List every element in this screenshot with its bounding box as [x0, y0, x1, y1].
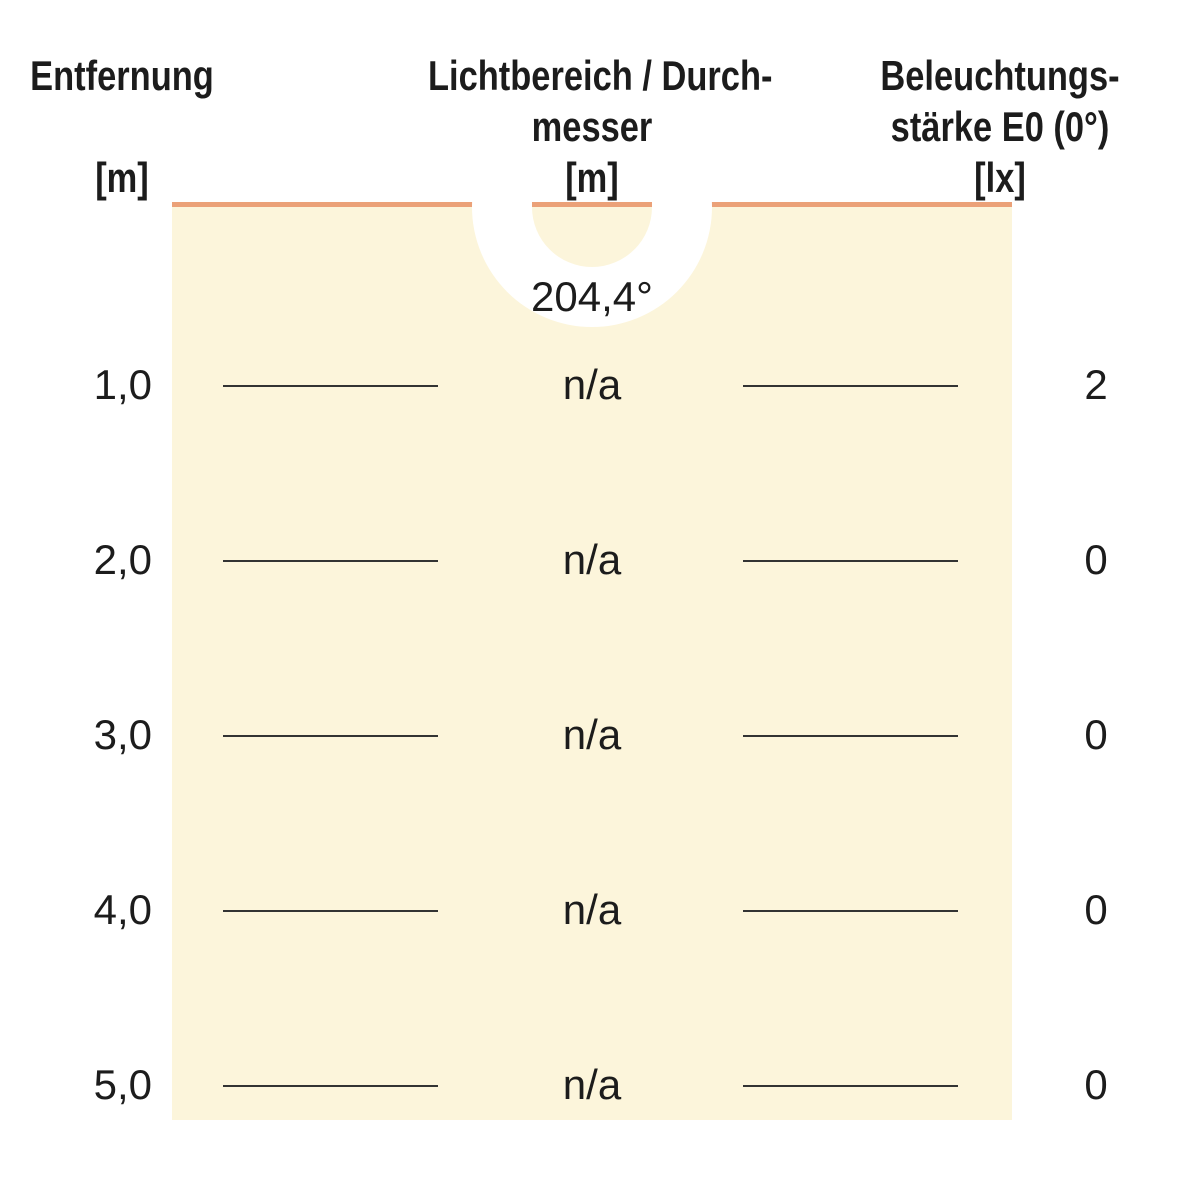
distance-value: 3,0	[93, 711, 152, 758]
diameter-rule-left	[223, 910, 438, 912]
header-illuminance-title-line2: stärke E0 (0°)	[890, 103, 1110, 150]
distance-value: 1,0	[93, 361, 152, 408]
illuminance-value: 2	[1084, 361, 1108, 408]
illuminated-area-panel	[172, 202, 1012, 1120]
illuminance-value: 0	[1084, 886, 1108, 933]
diameter-rule-right	[743, 385, 958, 387]
beam-source-border-segment	[532, 202, 652, 207]
beam-angle-graphic	[452, 202, 732, 342]
diameter-rule-right	[743, 910, 958, 912]
diameter-value: n/a	[562, 536, 622, 583]
beam-angle-label: 204,4°	[531, 273, 653, 320]
header-distance-spacer	[22, 101, 222, 152]
diameter-rule-left	[223, 385, 438, 387]
illuminance-value: 0	[1084, 536, 1108, 583]
diameter-rule-right	[743, 735, 958, 737]
distance-value: 2,0	[93, 536, 152, 583]
header-column-diameter: Lichtbereich / Durch- messer [m]	[392, 50, 792, 203]
table-row: 4,0 n/a 0	[0, 884, 1182, 936]
distance-value: 5,0	[93, 1061, 152, 1108]
diameter-value: n/a	[562, 886, 622, 933]
table-row: 3,0 n/a 0	[0, 709, 1182, 761]
illuminance-value: 0	[1084, 1061, 1108, 1108]
header-diameter-unit: [m]	[565, 154, 619, 201]
table-row: 1,0 n/a 2	[0, 359, 1182, 411]
diameter-value: n/a	[562, 711, 622, 758]
diameter-rule-left	[223, 560, 438, 562]
header-distance-unit: [m]	[95, 154, 149, 201]
diameter-value: n/a	[562, 361, 622, 408]
diameter-value: n/a	[562, 1061, 622, 1108]
header-diameter-title-line2: messer	[531, 103, 653, 150]
diameter-rule-left	[223, 1085, 438, 1087]
header-column-illuminance: Beleuchtungs- stärke E0 (0°) [lx]	[828, 50, 1172, 203]
diameter-rule-right	[743, 560, 958, 562]
header-illuminance-unit: [lx]	[974, 154, 1026, 201]
table-row: 2,0 n/a 0	[0, 534, 1182, 586]
diameter-rule-right	[743, 1085, 958, 1087]
header-illuminance-title-line1: Beleuchtungs-	[880, 52, 1120, 99]
header-diameter-title-line1: Lichtbereich / Durch-	[428, 52, 773, 99]
header-distance-title: Entfernung	[30, 52, 214, 99]
table-row: 5,0 n/a 0	[0, 1059, 1182, 1111]
diameter-rule-left	[223, 735, 438, 737]
distance-value: 4,0	[93, 886, 152, 933]
illuminance-value: 0	[1084, 711, 1108, 758]
header-column-distance: Entfernung [m]	[0, 50, 244, 203]
